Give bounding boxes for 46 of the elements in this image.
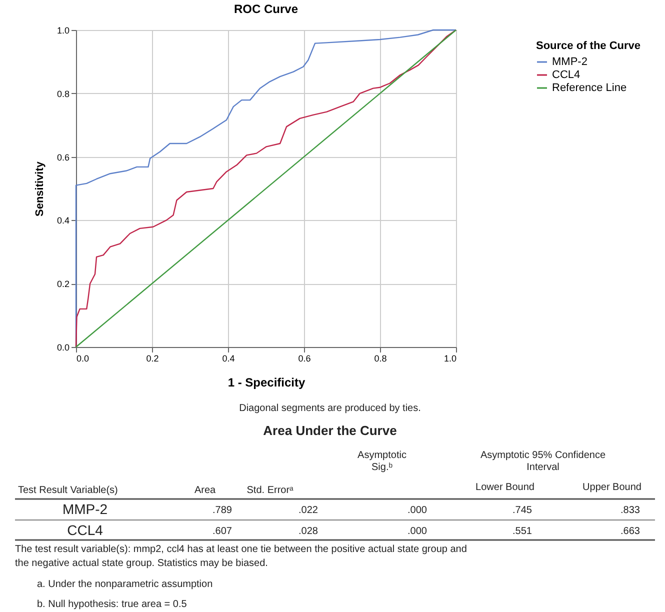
text: Std. Errorᵃ: [246, 485, 294, 496]
chart-title: ROC Curve: [234, 2, 298, 16]
text: .028: [298, 526, 318, 537]
y-tick-label: 0.0: [56, 342, 70, 352]
text: .663: [620, 526, 640, 537]
x-tick-label: 0.2: [146, 354, 159, 364]
y-tick-label: 1.0: [56, 26, 70, 36]
text: .745: [512, 505, 532, 516]
legend-label: CCL4: [552, 69, 580, 81]
text: .789: [212, 505, 232, 516]
text: Area: [194, 485, 216, 496]
text: Lower Bound: [476, 482, 534, 493]
x-tick-label: 0.4: [222, 354, 235, 364]
text: Asymptotic 95% Confidence: [480, 450, 606, 461]
text: Test Result Variable(s): [18, 485, 118, 496]
text: The test result variable(s): mmp2, ccl4 has at least one tie between the positive actual state group and: [15, 544, 467, 555]
y-tick-label: 0.2: [56, 279, 70, 290]
text: .022: [298, 505, 318, 516]
text: .000: [408, 505, 428, 516]
y-axis-title: Sensitivity: [34, 160, 46, 217]
text: Upper Bound: [582, 482, 642, 493]
y-tick-label: 0.4: [56, 216, 70, 226]
x-tick-label: 0.8: [374, 354, 387, 364]
text: .551: [512, 526, 532, 537]
text: CCL4: [67, 522, 104, 538]
x-tick-label: 1.0: [444, 354, 456, 364]
text: .000: [408, 526, 428, 537]
text: Asymptotic: [358, 450, 406, 461]
text: .607: [212, 526, 232, 537]
x-axis-title: 1 - Specificity: [228, 376, 306, 390]
text: a. Under the nonparametric assumption: [37, 579, 213, 590]
legend-label: MMP-2: [552, 56, 588, 68]
legend-label: Reference Line: [552, 82, 627, 94]
text: .833: [620, 505, 640, 516]
x-tick-label: 0.0: [76, 354, 90, 364]
y-tick-label: 0.8: [56, 88, 70, 99]
text: MMP-2: [62, 501, 108, 517]
text: b. Null hypothesis: true area = 0.5: [37, 599, 188, 610]
x-tick-label: 0.6: [298, 354, 311, 364]
text: Sig.ᵇ: [371, 462, 393, 473]
text: Area Under the Curve: [263, 423, 397, 438]
text: Diagonal segments are produced by ties.: [239, 403, 421, 414]
y-tick-label: 0.6: [56, 152, 70, 162]
text: Interval: [526, 462, 560, 473]
text: the negative actual state group. Statistics may be biased.: [15, 558, 268, 569]
legend-title: Source of the Curve: [536, 40, 641, 52]
